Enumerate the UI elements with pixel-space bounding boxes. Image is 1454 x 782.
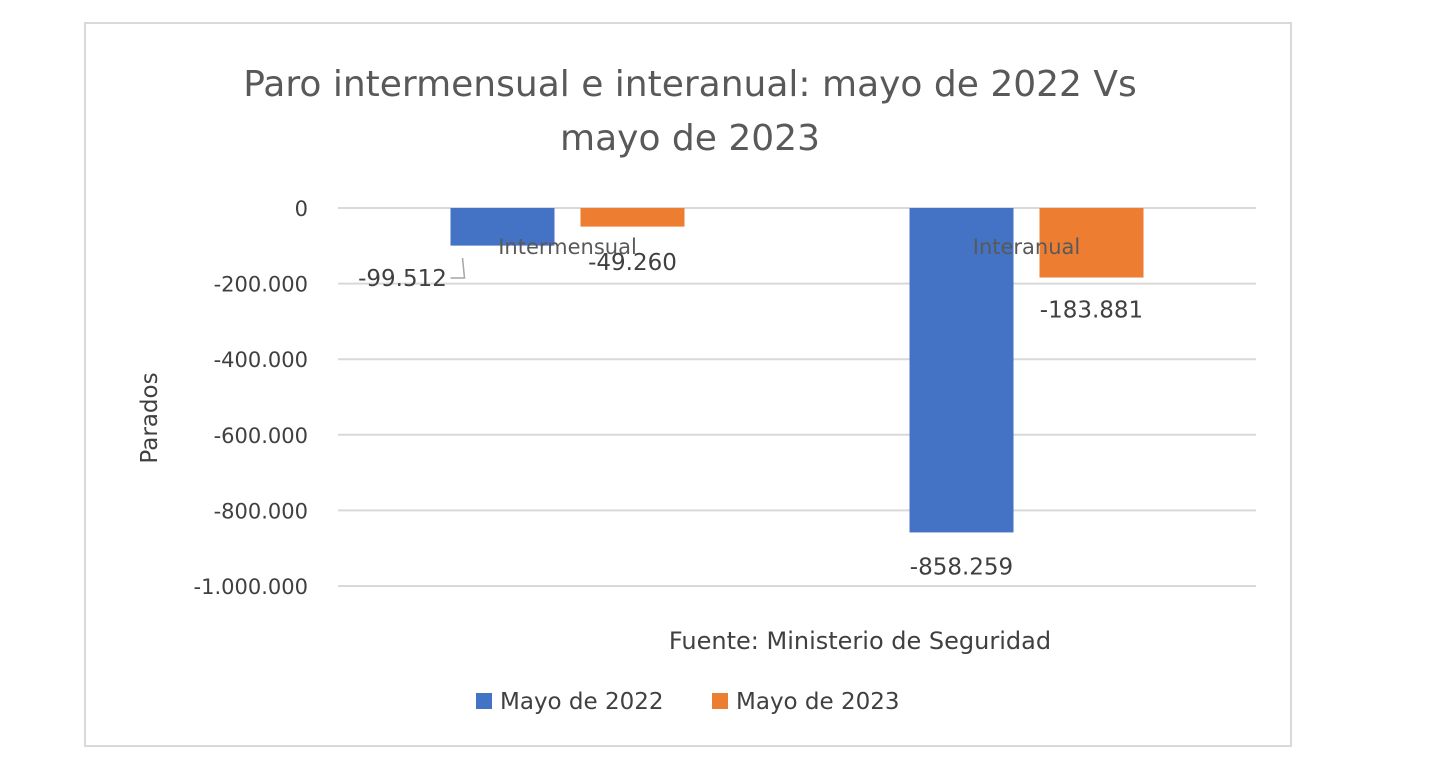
legend: Mayo de 2022 Mayo de 2023 <box>476 689 900 715</box>
category-label: Interanual <box>973 235 1080 259</box>
chart-title-line-1: Paro intermensual e interanual: mayo de … <box>243 64 1137 105</box>
y-tick-labels: 0 -200.000 -400.000 -600.000 -800.000 -1.000.… <box>194 197 308 599</box>
bar-mayo-de-2022-intermensual <box>450 208 555 246</box>
data-label: -49.260 <box>588 250 677 276</box>
y-tick-label: -800.000 <box>214 499 308 523</box>
legend-swatch-1 <box>476 693 492 709</box>
data-label: -858.259 <box>910 554 1013 580</box>
y-axis-label: Parados <box>137 372 163 463</box>
data-labels: -99.512 -49.260 -858.259 -183.881 <box>358 250 1143 580</box>
bar-mayo-de-2023-interanual <box>1039 208 1144 278</box>
chart-frame: Paro intermensual e interanual: mayo de … <box>84 22 1292 747</box>
chart-svg: Paro intermensual e interanual: mayo de … <box>137 64 1256 715</box>
y-tick-label: 0 <box>295 197 308 221</box>
y-tick-label: -1.000.000 <box>194 575 308 599</box>
legend-label-1: Mayo de 2022 <box>500 689 664 715</box>
source-annotation: Fuente: Ministerio de Seguridad <box>669 627 1051 655</box>
bar-mayo-de-2022-interanual <box>909 208 1014 533</box>
data-label: -183.881 <box>1040 298 1143 324</box>
data-label: -99.512 <box>358 266 447 292</box>
y-tick-label: -600.000 <box>214 424 308 448</box>
leader-line <box>450 257 466 279</box>
y-tick-label: -400.000 <box>214 348 308 372</box>
category-labels: Intermensual Interanual <box>498 235 1080 259</box>
bar-mayo-de-2023-intermensual <box>580 208 685 227</box>
bars <box>450 208 1144 533</box>
legend-swatch-2 <box>712 693 728 709</box>
y-tick-label: -200.000 <box>214 273 308 297</box>
chart-title-line-2: mayo de 2023 <box>560 118 820 159</box>
legend-label-2: Mayo de 2023 <box>736 689 900 715</box>
category-label: Intermensual <box>498 235 637 259</box>
